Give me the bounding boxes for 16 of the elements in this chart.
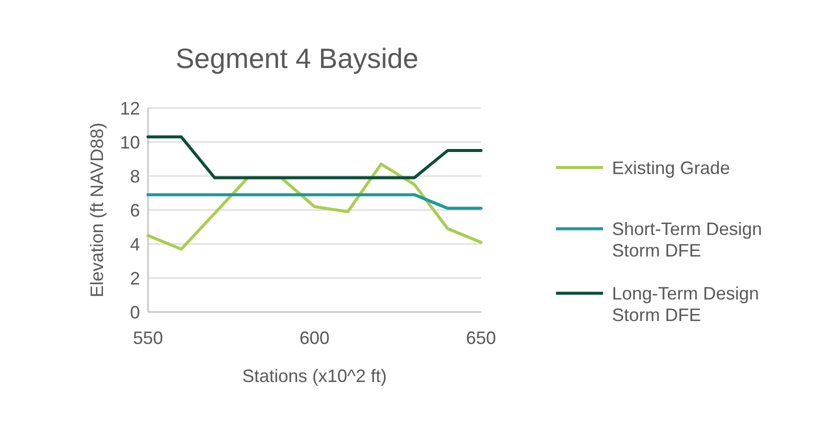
y-tick-label: 4 <box>130 234 140 254</box>
legend-label: Short-Term Design Storm DFE <box>612 219 762 261</box>
y-tick-label: 8 <box>130 166 140 186</box>
x-axis-title: Stations (x10^2 ft) <box>242 366 387 386</box>
x-tick-label: 550 <box>132 328 164 348</box>
y-tick-label: 2 <box>130 268 140 288</box>
legend-label: Existing Grade <box>612 158 730 178</box>
x-tick-label: 600 <box>299 328 330 348</box>
legend-label: Long-Term Design Storm DFE <box>612 284 760 326</box>
chart-title: Segment 4 Bayside <box>176 43 418 74</box>
y-tick-label: 6 <box>130 200 140 220</box>
y-tick-label: 10 <box>120 132 140 152</box>
x-tick-label: 650 <box>466 328 496 348</box>
y-tick-label: 0 <box>130 302 140 322</box>
y-axis-title: Elevation (ft NAVD88) <box>87 122 107 298</box>
y-tick-label: 12 <box>120 98 140 118</box>
